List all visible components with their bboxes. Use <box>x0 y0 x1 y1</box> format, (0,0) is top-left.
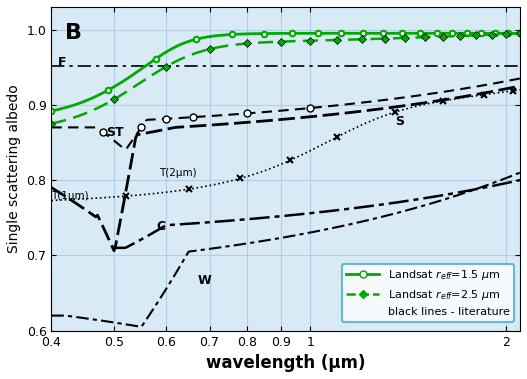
X-axis label: wavelength (μm): wavelength (μm) <box>206 354 365 372</box>
Text: S: S <box>395 115 404 128</box>
Text: B: B <box>65 23 82 43</box>
Text: ST: ST <box>106 127 123 139</box>
Text: T(1μm): T(1μm) <box>51 191 89 201</box>
Text: W: W <box>197 274 211 287</box>
Legend: Landsat $r_{eff}$=1.5 $\mu$m, Landsat $r_{eff}$=2.5 $\mu$m, black lines - litera: Landsat $r_{eff}$=1.5 $\mu$m, Landsat $r… <box>341 264 514 322</box>
Text: F: F <box>58 56 67 69</box>
Y-axis label: Single scattering albedo: Single scattering albedo <box>7 85 21 253</box>
Text: T(2μm): T(2μm) <box>159 168 197 178</box>
Text: C: C <box>157 220 165 233</box>
